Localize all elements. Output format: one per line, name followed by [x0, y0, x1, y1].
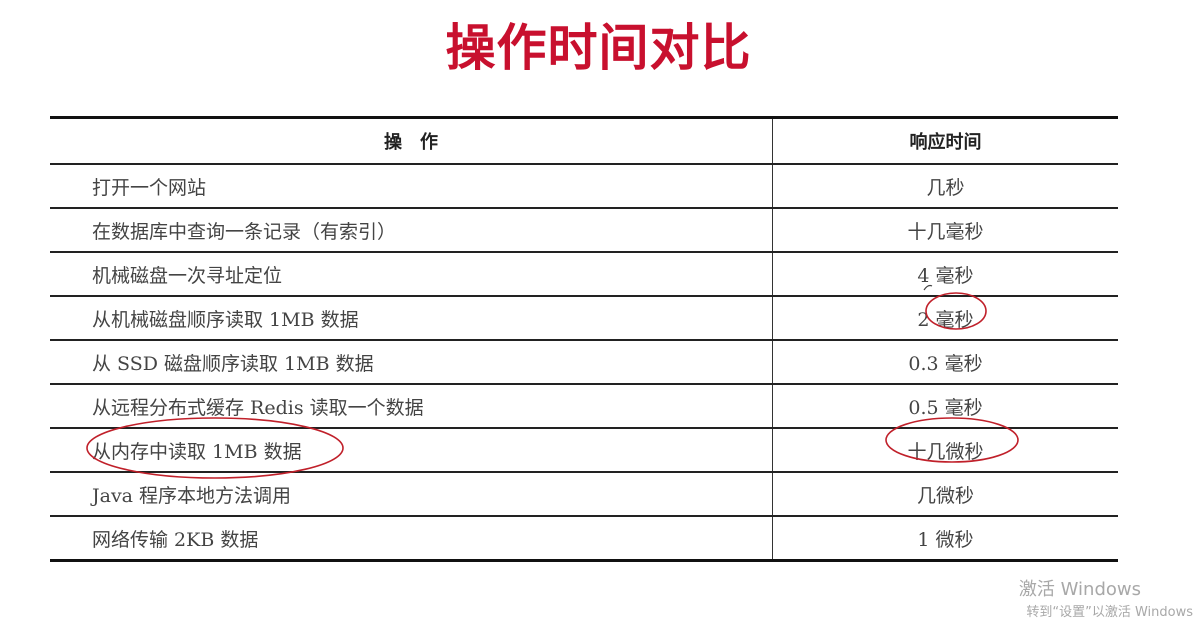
response-time-cell: 1 微秒: [772, 515, 1118, 561]
windows-activation-hint: 转到“设置”以激活 Windows: [1026, 605, 1193, 620]
annotation-circle-2ms: [925, 292, 987, 330]
response-time-cell: 0.5 毫秒: [772, 383, 1118, 428]
table-row: 在数据库中查询一条记录（有索引） 十几毫秒: [50, 207, 1118, 252]
response-time-cell: 十几毫秒: [772, 207, 1118, 252]
windows-activation-watermark: 激活 Windows: [1018, 579, 1141, 600]
table-row: 打开一个网站 几秒: [50, 163, 1118, 208]
header-operation: 操 作: [50, 116, 773, 164]
slide-title: 操作时间对比: [445, 19, 752, 77]
operation-cell: 从内存中读取 1MB 数据: [50, 427, 773, 472]
operation-cell: 机械磁盘一次寻址定位: [50, 251, 773, 296]
response-time-cell: 几微秒: [772, 471, 1118, 516]
table-row: 机械磁盘一次寻址定位 4 毫秒: [50, 251, 1118, 296]
table-row: 从内存中读取 1MB 数据 十几微秒: [50, 427, 1118, 472]
table-header-row: 操 作 响应时间: [50, 116, 1118, 164]
table-row: 从机械磁盘顺序读取 1MB 数据 2 毫秒: [50, 295, 1118, 340]
table-row: 从 SSD 磁盘顺序读取 1MB 数据 0.3 毫秒: [50, 339, 1118, 384]
table-row: 网络传输 2KB 数据 1 微秒: [50, 515, 1118, 561]
response-time-cell: 2 毫秒: [772, 295, 1118, 340]
operation-cell: 从 SSD 磁盘顺序读取 1MB 数据: [50, 339, 773, 384]
response-time-cell: 几秒: [772, 163, 1118, 208]
operation-cell: 网络传输 2KB 数据: [50, 515, 773, 561]
table-row: Java 程序本地方法调用 几微秒: [50, 471, 1118, 516]
response-time-cell: 4 毫秒: [772, 251, 1118, 296]
annotation-circle-memory-row: [86, 417, 344, 479]
header-response-time: 响应时间: [772, 116, 1118, 164]
response-time-cell: 十几微秒: [772, 427, 1118, 472]
annotation-circle-tens-microseconds: [885, 417, 1019, 463]
operation-cell: 从机械磁盘顺序读取 1MB 数据: [50, 295, 773, 340]
operation-time-table: 操 作 响应时间 打开一个网站 几秒 在数据库中查询一条记录（有索引） 十几毫秒 机械磁…: [50, 116, 1118, 562]
response-time-cell: 0.3 毫秒: [772, 339, 1118, 384]
annotation-tick-mark: [923, 284, 933, 291]
operation-cell: 在数据库中查询一条记录（有索引）: [50, 207, 773, 252]
operation-cell: Java 程序本地方法调用: [50, 471, 773, 516]
operation-cell: 打开一个网站: [50, 163, 773, 208]
